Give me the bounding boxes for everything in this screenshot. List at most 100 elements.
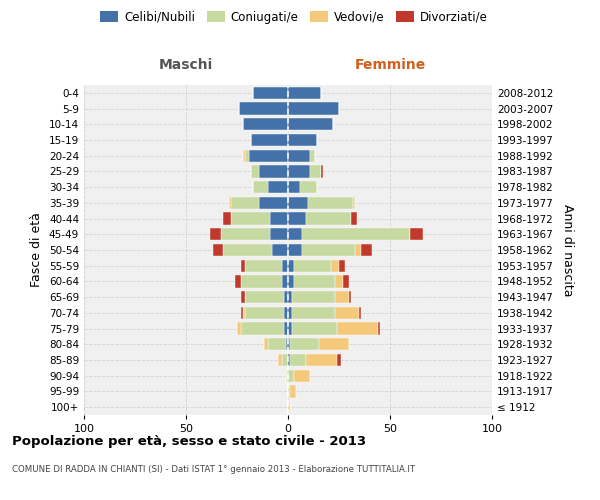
- Bar: [278, 354, 282, 366]
- Bar: [290, 386, 296, 398]
- Bar: [288, 244, 302, 256]
- Bar: [243, 118, 288, 130]
- Bar: [294, 370, 310, 382]
- Bar: [288, 86, 320, 99]
- Bar: [307, 212, 351, 224]
- Bar: [288, 401, 290, 413]
- Bar: [339, 260, 345, 272]
- Bar: [288, 260, 294, 272]
- Bar: [290, 354, 307, 366]
- Bar: [288, 338, 290, 350]
- Bar: [288, 134, 317, 146]
- Bar: [221, 228, 269, 240]
- Bar: [263, 338, 268, 350]
- Bar: [284, 322, 288, 334]
- Bar: [284, 291, 288, 304]
- Bar: [319, 338, 349, 350]
- Bar: [361, 244, 371, 256]
- Bar: [245, 291, 284, 304]
- Bar: [290, 338, 319, 350]
- Bar: [335, 306, 359, 319]
- Bar: [294, 260, 331, 272]
- Bar: [288, 322, 292, 334]
- Bar: [343, 276, 349, 287]
- Text: COMUNE DI RADDA IN CHIANTI (SI) - Dati ISTAT 1° gennaio 2013 - Elaborazione TUTT: COMUNE DI RADDA IN CHIANTI (SI) - Dati I…: [12, 465, 415, 474]
- Bar: [251, 166, 259, 177]
- Bar: [231, 212, 269, 224]
- Bar: [310, 166, 320, 177]
- Bar: [286, 370, 288, 382]
- Bar: [335, 276, 343, 287]
- Bar: [302, 244, 355, 256]
- Bar: [245, 306, 284, 319]
- Bar: [245, 260, 282, 272]
- Bar: [269, 212, 288, 224]
- Bar: [288, 118, 333, 130]
- Bar: [353, 196, 355, 209]
- Text: Femmine: Femmine: [355, 58, 425, 72]
- Bar: [337, 354, 341, 366]
- Bar: [307, 354, 337, 366]
- Bar: [241, 322, 284, 334]
- Bar: [355, 244, 361, 256]
- Bar: [259, 166, 288, 177]
- Bar: [241, 306, 243, 319]
- Bar: [251, 134, 288, 146]
- Bar: [288, 166, 310, 177]
- Bar: [241, 276, 282, 287]
- Bar: [410, 228, 422, 240]
- Bar: [268, 181, 288, 194]
- Bar: [223, 212, 231, 224]
- Bar: [245, 150, 249, 162]
- Bar: [288, 102, 339, 115]
- Bar: [253, 86, 288, 99]
- Bar: [288, 276, 294, 287]
- Bar: [310, 150, 314, 162]
- Y-axis label: Anni di nascita: Anni di nascita: [560, 204, 574, 296]
- Bar: [243, 150, 245, 162]
- Bar: [378, 322, 380, 334]
- Legend: Celibi/Nubili, Coniugati/e, Vedovi/e, Divorziati/e: Celibi/Nubili, Coniugati/e, Vedovi/e, Di…: [95, 6, 493, 28]
- Bar: [284, 306, 288, 319]
- Bar: [282, 260, 288, 272]
- Bar: [331, 260, 339, 272]
- Bar: [259, 196, 288, 209]
- Bar: [239, 102, 288, 115]
- Bar: [288, 228, 302, 240]
- Bar: [231, 196, 259, 209]
- Bar: [249, 150, 288, 162]
- Bar: [308, 196, 353, 209]
- Bar: [335, 291, 349, 304]
- Bar: [286, 338, 288, 350]
- Bar: [351, 212, 358, 224]
- Bar: [282, 354, 288, 366]
- Bar: [288, 306, 292, 319]
- Bar: [212, 244, 223, 256]
- Bar: [359, 306, 361, 319]
- Bar: [268, 338, 286, 350]
- Bar: [292, 322, 337, 334]
- Bar: [288, 181, 300, 194]
- Bar: [272, 244, 288, 256]
- Bar: [349, 291, 351, 304]
- Bar: [288, 354, 290, 366]
- Bar: [241, 291, 245, 304]
- Bar: [288, 150, 310, 162]
- Bar: [292, 291, 335, 304]
- Bar: [223, 244, 272, 256]
- Bar: [288, 370, 294, 382]
- Y-axis label: Fasce di età: Fasce di età: [31, 212, 43, 288]
- Text: Popolazione per età, sesso e stato civile - 2013: Popolazione per età, sesso e stato civil…: [12, 435, 366, 448]
- Bar: [300, 181, 317, 194]
- Bar: [288, 212, 307, 224]
- Bar: [302, 228, 410, 240]
- Bar: [292, 306, 335, 319]
- Bar: [229, 196, 231, 209]
- Bar: [243, 306, 245, 319]
- Bar: [282, 276, 288, 287]
- Bar: [288, 196, 308, 209]
- Bar: [337, 322, 378, 334]
- Bar: [253, 181, 268, 194]
- Bar: [241, 260, 245, 272]
- Bar: [288, 291, 292, 304]
